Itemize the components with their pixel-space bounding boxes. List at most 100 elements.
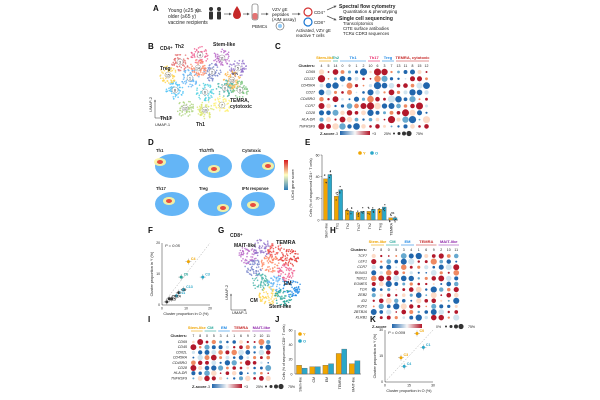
umap-point [275,292,277,295]
umap-point [241,65,243,67]
umap-point [233,86,235,89]
umap-point [261,263,264,265]
dotplot-dot [425,71,428,73]
dotplot-gene-label: KLRB1 [356,316,367,320]
dotplot-dot [402,316,406,319]
umap-point [261,300,263,302]
dotplot-dot [245,360,251,366]
umap-point [294,291,297,293]
cd8-label: CD8⁺ [314,20,326,25]
bar-e-point [357,214,359,216]
bar-e-point [372,208,374,211]
umap-point [216,75,219,77]
dotplot-dot [239,366,243,370]
dotplot-group-label: Th17 [369,55,379,60]
dotplot-dot [381,82,388,89]
umap-point [272,267,274,270]
umap-point [182,114,184,116]
bar-e-bar [382,206,387,221]
dotplot-dot [416,298,422,304]
cluster-number: 11 [220,56,224,60]
umap-point [282,271,284,274]
umap-point [189,104,191,107]
umap-point [259,268,262,271]
dotplot-dot [267,372,270,375]
dotplot-size-label-2: 75% [468,325,475,329]
umap-point [287,267,289,270]
umap-point [216,66,219,68]
cd4-cell-icon [303,7,313,17]
umap-point [238,96,241,98]
bar-e-bar [349,211,354,221]
dotplot-dot [367,109,374,116]
dotplot-dot [409,310,414,314]
dotplot-dot [387,95,396,103]
umap-point [174,59,176,62]
umap-point [279,275,282,278]
bar-e-bar [327,174,333,221]
umap-point [208,74,210,77]
umap-point [288,276,291,279]
dotplot-dot [418,125,421,128]
umap-point [201,113,203,116]
umap-point [194,59,197,61]
umap-point [291,294,294,297]
umap-point [214,54,217,57]
dotplot-dot [409,271,413,275]
umap-point [227,57,230,59]
dotplot-dot [425,282,428,286]
umap-point [208,64,211,67]
umap-point [277,270,279,272]
dotplot-dot [425,104,428,108]
umap-point [188,111,191,113]
umap-point [161,71,163,73]
umap-point [228,107,231,109]
umap-point [298,288,301,291]
dotplot-dot [383,111,386,115]
umap-point [270,298,272,300]
dotplot-cluster-number: 7 [391,64,393,68]
dotplot-dot [447,299,450,302]
dotplot-dot [204,365,210,371]
umap-point [263,247,266,250]
dotplot-dot [447,316,450,319]
umap-point [201,50,203,53]
umap-point [172,98,175,100]
umap-point [281,264,284,267]
dotplot-zscore-max: +3 [372,132,376,136]
umap-point [196,61,198,64]
umap-point [194,50,197,53]
umap-point [277,280,279,283]
umap-point [291,293,293,296]
umap-point [255,272,257,274]
umap-point [274,253,276,256]
umap-point [165,68,168,70]
dotplot-dot [393,303,400,310]
umap-point [171,77,174,80]
bar-j-bar [354,360,361,375]
umap-point [205,67,207,70]
feature-umap-hotspot-core [220,206,226,210]
dotplot-dot [454,281,459,287]
umap-point [201,45,203,48]
umap-point [220,50,223,53]
panel-g-title: CD8⁺ [230,233,243,239]
dotplot-dot [372,305,375,308]
umap-point [261,276,264,279]
dotplot-gene-label: HLA-DR [174,371,188,375]
umap-point [182,90,184,93]
dotplot-dot [371,253,376,259]
umap-point [236,96,238,99]
umap-point [196,74,199,77]
cluster-number: 2 [211,70,213,74]
dotplot-dot [446,275,452,282]
dotplot-cluster-number: 2 [440,248,442,252]
umap-point [209,115,211,118]
umap-point [212,108,215,111]
umap-point [263,291,265,294]
bar-e-point [328,177,331,179]
dotplot-dot [416,89,423,96]
dotplot-dot [339,123,346,130]
